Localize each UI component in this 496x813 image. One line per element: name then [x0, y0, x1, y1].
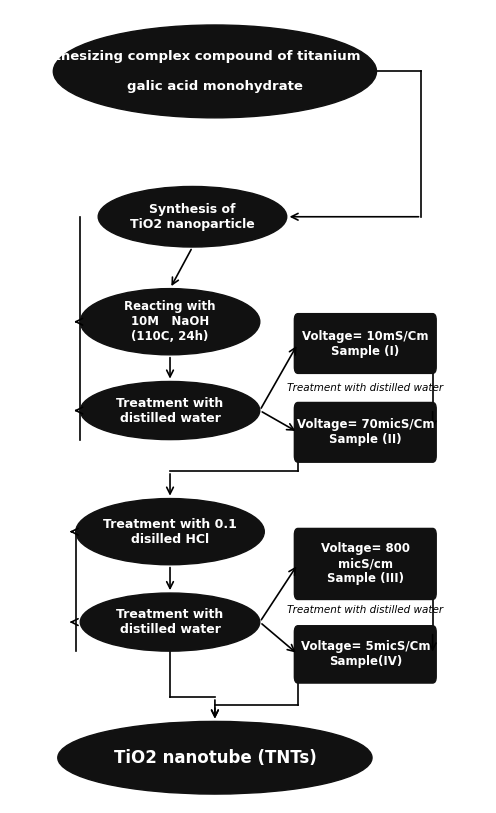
Ellipse shape [98, 186, 287, 247]
Text: TiO2 nanotube (TNTs): TiO2 nanotube (TNTs) [114, 749, 316, 767]
Text: Treatment with
distilled water: Treatment with distilled water [117, 608, 224, 636]
Text: Synthesis of
TiO2 nanoparticle: Synthesis of TiO2 nanoparticle [130, 202, 255, 231]
Ellipse shape [53, 25, 376, 118]
Ellipse shape [80, 289, 260, 354]
Text: Treatment with distilled water: Treatment with distilled water [287, 383, 443, 393]
Text: Reacting with
10M   NaOH
(110C, 24h): Reacting with 10M NaOH (110C, 24h) [124, 300, 216, 343]
FancyBboxPatch shape [294, 626, 436, 683]
Text: Treatment with
distilled water: Treatment with distilled water [117, 397, 224, 424]
Text: Treatment with distilled water: Treatment with distilled water [287, 605, 443, 615]
Text: Synthesizing complex compound of titanium  with

galic acid monohydrate: Synthesizing complex compound of titaniu… [27, 50, 403, 93]
Ellipse shape [76, 498, 264, 565]
Text: Voltage= 5micS/Cm
Sample(IV): Voltage= 5micS/Cm Sample(IV) [301, 641, 430, 668]
Text: Voltage= 70micS/Cm
Sample (II): Voltage= 70micS/Cm Sample (II) [297, 419, 434, 446]
Ellipse shape [58, 721, 372, 794]
Text: Treatment with 0.1
disilled HCl: Treatment with 0.1 disilled HCl [103, 518, 237, 546]
FancyBboxPatch shape [294, 528, 436, 599]
Ellipse shape [80, 381, 260, 440]
Ellipse shape [80, 593, 260, 651]
FancyBboxPatch shape [294, 314, 436, 373]
Text: Voltage= 800
micS/cm
Sample (III): Voltage= 800 micS/cm Sample (III) [321, 542, 410, 585]
FancyBboxPatch shape [294, 402, 436, 463]
Text: Voltage= 10mS/Cm
Sample (I): Voltage= 10mS/Cm Sample (I) [302, 329, 429, 358]
